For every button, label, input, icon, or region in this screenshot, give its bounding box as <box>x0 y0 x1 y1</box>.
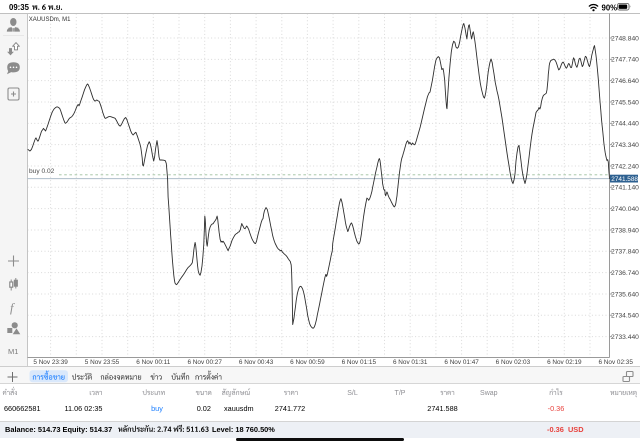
svg-text:2734.540: 2734.540 <box>611 313 639 320</box>
svg-text:Balance: 514.73 Equity: 514.37: Balance: 514.73 Equity: 514.37 <box>5 425 112 434</box>
svg-text:6 Nov 00:43: 6 Nov 00:43 <box>239 359 274 366</box>
svg-text:90%: 90% <box>602 3 618 12</box>
svg-text:6 Nov 01:15: 6 Nov 01:15 <box>342 359 377 366</box>
svg-text:6 Nov 02:19: 6 Nov 02:19 <box>547 359 582 366</box>
svg-text:11.06 02:35: 11.06 02:35 <box>64 404 102 413</box>
svg-text:2741.588: 2741.588 <box>427 404 457 413</box>
svg-text:5 Nov 23:55: 5 Nov 23:55 <box>85 359 120 366</box>
svg-text:2735.640: 2735.640 <box>611 291 639 298</box>
svg-text:2741.772: 2741.772 <box>275 404 305 413</box>
svg-text:6 Nov 01:31: 6 Nov 01:31 <box>393 359 428 366</box>
svg-text:-0.36: -0.36 <box>548 404 565 413</box>
svg-text:M1: M1 <box>8 347 18 356</box>
svg-text:6 Nov 00:59: 6 Nov 00:59 <box>290 359 325 366</box>
svg-text:xauusdm: xauusdm <box>224 404 254 413</box>
svg-text:6 Nov 01:47: 6 Nov 01:47 <box>444 359 479 366</box>
svg-text:660662581: 660662581 <box>4 404 41 413</box>
svg-text:2733.440: 2733.440 <box>611 334 639 341</box>
svg-text:Level: 18 760.50%: Level: 18 760.50% <box>212 425 275 434</box>
svg-text:5 Nov 23:39: 5 Nov 23:39 <box>33 359 68 366</box>
svg-text:2742.240: 2742.240 <box>611 163 639 170</box>
svg-text:6 Nov 02:03: 6 Nov 02:03 <box>496 359 531 366</box>
svg-text:2745.540: 2745.540 <box>611 99 639 106</box>
svg-text:6 Nov 00:11: 6 Nov 00:11 <box>136 359 170 366</box>
svg-text:2741.140: 2741.140 <box>611 185 639 192</box>
svg-text:2740.040: 2740.040 <box>611 206 639 213</box>
svg-text:XAUUSDm, M1: XAUUSDm, M1 <box>29 17 71 23</box>
svg-text:buy 0.02: buy 0.02 <box>29 168 55 175</box>
svg-text:2746.640: 2746.640 <box>611 78 639 85</box>
svg-text:0.02: 0.02 <box>197 404 211 413</box>
svg-text:-0.36 USD: -0.36 USD <box>547 425 584 434</box>
svg-text:2747.740: 2747.740 <box>611 57 639 64</box>
svg-text:T/P: T/P <box>395 390 406 397</box>
svg-text:2743.340: 2743.340 <box>611 142 639 149</box>
svg-text:S/L: S/L <box>347 390 358 397</box>
svg-text:2748.840: 2748.840 <box>611 35 639 42</box>
svg-text:Swap: Swap <box>480 390 498 397</box>
svg-text:2741.588: 2741.588 <box>611 176 638 183</box>
svg-text:f: f <box>10 301 15 315</box>
svg-text:6 Nov 00:27: 6 Nov 00:27 <box>187 359 222 366</box>
svg-text:buy: buy <box>151 404 163 413</box>
svg-text:2738.940: 2738.940 <box>611 227 639 234</box>
svg-text:2736.740: 2736.740 <box>611 270 639 277</box>
svg-text:2744.440: 2744.440 <box>611 121 639 128</box>
svg-text:6 Nov 02:35: 6 Nov 02:35 <box>598 359 633 366</box>
svg-text:09:35: 09:35 <box>9 3 30 12</box>
svg-text:2737.840: 2737.840 <box>611 249 639 256</box>
